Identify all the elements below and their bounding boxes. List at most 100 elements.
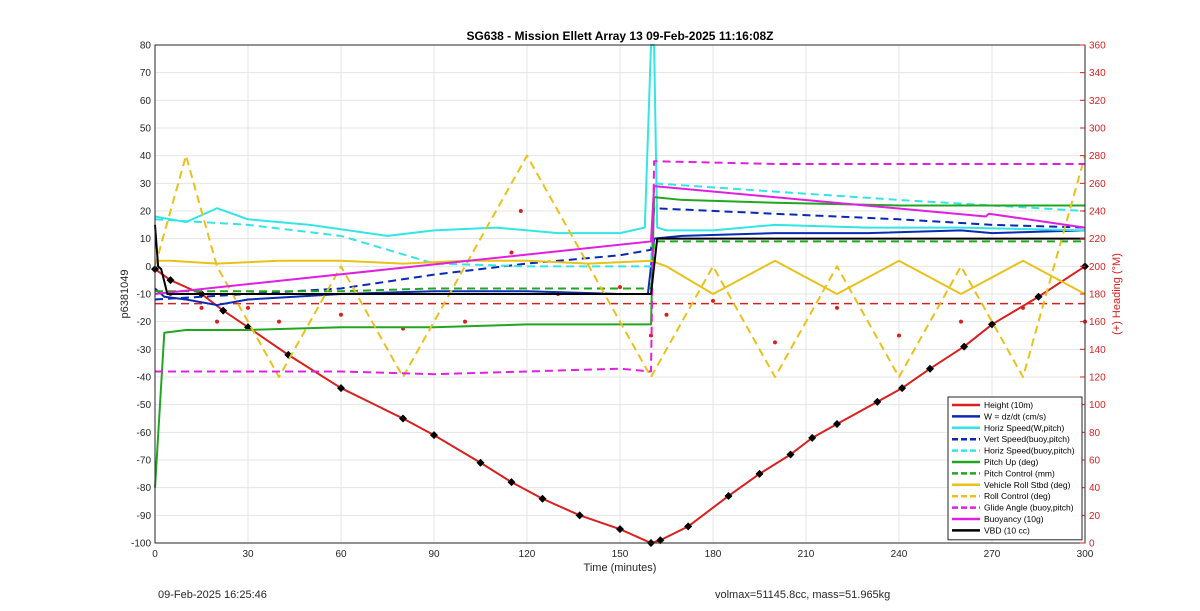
- axis-ticks: 0 30 60 90 120 150 180 210 240 270 300-100-90-80-7…: [131, 41, 1106, 561]
- height-marker: [219, 306, 228, 315]
- y2-tick-label: 80: [1089, 428, 1101, 439]
- y2-tick-label: 180: [1089, 290, 1106, 301]
- y-tick-label: 60: [140, 96, 152, 107]
- y2-tick-label: 0: [1089, 539, 1095, 550]
- height-marker: [724, 491, 733, 500]
- legend-entry: Horiz Speed(W,pitch): [984, 423, 1064, 433]
- height-marker: [755, 469, 764, 478]
- x-tick-label: 30: [242, 549, 254, 560]
- series-horiz-speed-buoy-pitch: [154, 182, 1086, 268]
- heading-point: [618, 285, 622, 290]
- series-roll-control-deg: [154, 154, 1086, 378]
- x-tick-label: 0: [152, 549, 158, 560]
- x-tick-label: 270: [984, 549, 1001, 560]
- heading-point: [215, 319, 219, 324]
- y-tick-label: 20: [140, 207, 152, 218]
- series-horiz-speed-w-pitch: [154, 44, 1086, 237]
- series-w-dz-dt-cm-s: [154, 229, 1086, 307]
- y2-tick-label: 200: [1089, 262, 1106, 273]
- height-marker: [656, 536, 665, 545]
- y-tick-label: 10: [140, 234, 152, 245]
- y-tick-label: 40: [140, 151, 152, 162]
- height-marker: [898, 384, 907, 393]
- height-marker: [430, 431, 438, 440]
- series-vehicle-roll-stbd-deg: [155, 259, 1086, 295]
- legend-entry: Vehicle Roll Stbd (deg): [984, 480, 1071, 490]
- height-marker: [166, 276, 175, 285]
- x-tick-label: 60: [335, 549, 347, 560]
- height-marker: [833, 420, 841, 429]
- y-tick-label: 70: [140, 68, 152, 79]
- y-tick-label: 80: [140, 41, 152, 52]
- heading-point: [277, 319, 281, 324]
- y2-tick-label: 320: [1089, 96, 1106, 107]
- legend-entry: Buoyancy (10g): [984, 514, 1044, 524]
- y2-tick-label: 280: [1089, 151, 1106, 162]
- height-marker: [575, 511, 584, 520]
- y2-tick-label: 240: [1089, 207, 1106, 218]
- y-axis-label: p6381049: [119, 270, 131, 319]
- y-tick-label: 30: [140, 179, 152, 190]
- heading-point: [339, 312, 343, 317]
- y-tick-label: -90: [137, 511, 152, 522]
- footer-timestamp: 09-Feb-2025 16:25:46: [158, 589, 267, 601]
- x-tick-label: 180: [705, 549, 722, 560]
- series-buoyancy-10g: [154, 185, 1086, 295]
- legend-entry: Horiz Speed(buoy,pitch): [984, 446, 1075, 456]
- y2-tick-label: 140: [1089, 345, 1106, 356]
- height-marker: [507, 478, 516, 487]
- legend: Height (10m)W = dz/dt (cm/s) Horiz Speed(…: [947, 396, 1083, 541]
- legend-entry: VBD (10 cc): [984, 525, 1030, 535]
- height-marker: [538, 494, 547, 503]
- height-marker: [1034, 292, 1043, 301]
- y-tick-label: -80: [137, 483, 152, 494]
- height-marker: [476, 458, 485, 467]
- y-tick-label: -70: [137, 456, 152, 467]
- y2-tick-label: 100: [1089, 400, 1106, 411]
- heading-point: [897, 333, 901, 338]
- legend-entry: Vert Speed(buoy,pitch): [984, 434, 1070, 444]
- height-marker: [786, 450, 795, 459]
- heading-point: [199, 305, 204, 310]
- heading-point: [518, 209, 523, 213]
- series-vert-speed-buoy-pitch: [154, 207, 1086, 301]
- x-tick-label: 90: [428, 549, 440, 560]
- y2-tick-label: 60: [1089, 456, 1101, 467]
- y2-tick-label: 160: [1089, 317, 1106, 328]
- x-tick-label: 300: [1077, 549, 1094, 560]
- plot-area: [151, 44, 1089, 547]
- legend-entry: Roll Control (deg): [984, 491, 1051, 501]
- x-tick-label: 210: [798, 549, 815, 560]
- legend-entry: Glide Angle (buoy,pitch): [984, 503, 1074, 513]
- y-tick-label: -10: [137, 290, 152, 301]
- heading-point: [246, 305, 250, 310]
- y-tick-label: -50: [137, 400, 152, 411]
- legend-entry: W = dz/dt (cm/s): [984, 411, 1046, 421]
- y-tick-label: -60: [137, 428, 152, 439]
- y-tick-label: 0: [145, 262, 151, 273]
- legend-entry: Height (10m): [984, 400, 1033, 410]
- legend-entry: Pitch Up (deg): [984, 457, 1038, 467]
- legend-box: [947, 396, 1083, 541]
- y2-tick-label: 20: [1089, 511, 1101, 522]
- heading-point: [959, 319, 963, 324]
- chart-title: SG638 - Mission Ellett Array 13 09-Feb-2…: [466, 29, 773, 43]
- x-axis-label: Time (minutes): [584, 562, 657, 574]
- y-tick-label: -30: [137, 345, 152, 356]
- heading-point: [711, 298, 715, 303]
- y2-tick-label: 300: [1089, 124, 1106, 135]
- height-marker: [399, 414, 407, 423]
- y2-tick-label: 260: [1089, 179, 1106, 190]
- heading-point: [773, 340, 777, 345]
- heading-point: [463, 319, 467, 324]
- y-tick-label: -100: [131, 539, 151, 550]
- y2-tick-label: 120: [1089, 373, 1106, 384]
- height-marker: [960, 342, 969, 351]
- heading-point: [835, 305, 839, 310]
- y2-axis-label: (+) Heading (°M): [1111, 253, 1123, 335]
- heading-point: [509, 250, 514, 255]
- y2-tick-label: 40: [1089, 483, 1101, 494]
- x-tick-label: 240: [891, 549, 908, 560]
- height-marker: [808, 433, 817, 442]
